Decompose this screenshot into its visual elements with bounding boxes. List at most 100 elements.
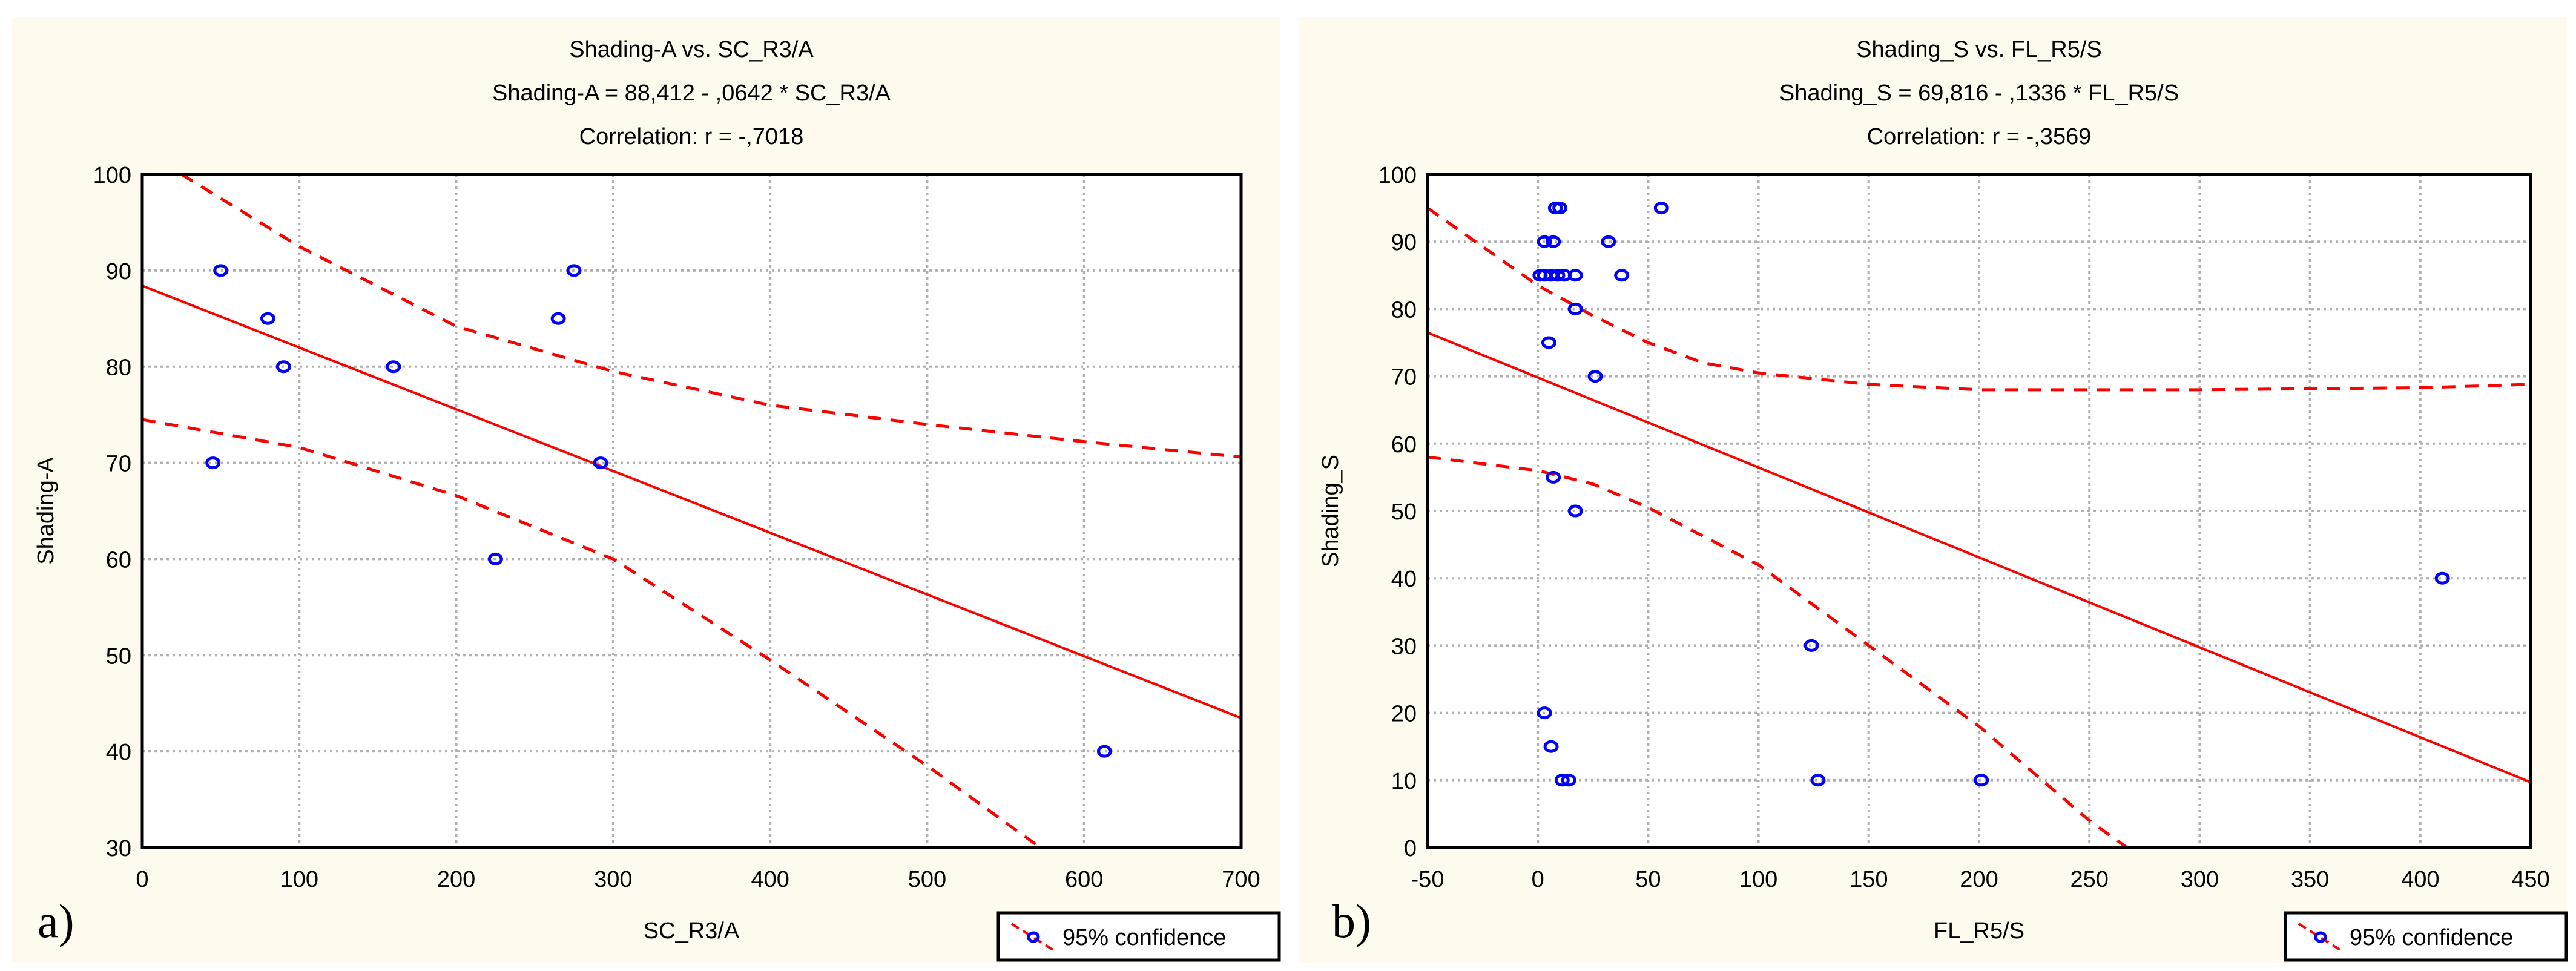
y-tick-label: 20 <box>1391 702 1417 727</box>
confidence-lower-band <box>142 418 1041 848</box>
data-point <box>1546 470 1561 484</box>
chart-panel-a: Shading-A vs. SC_R3/A Shading-A = 88,412… <box>12 17 1281 963</box>
x-tick-label: 200 <box>1960 867 1998 892</box>
y-tick-label: 60 <box>1391 432 1417 458</box>
legend <box>2284 911 2568 962</box>
x-tick-label: 150 <box>1850 867 1888 892</box>
legend-line-sample <box>2298 923 2344 953</box>
data-point <box>1810 774 1826 787</box>
y-tick-label: 100 <box>93 163 131 188</box>
legend-line-sample <box>1010 923 1057 953</box>
data-point <box>213 264 229 277</box>
panel-label: a) <box>38 895 74 947</box>
x-tick-label: 100 <box>280 867 318 892</box>
x-tick-label: 50 <box>1635 867 1661 892</box>
x-tick-label: 450 <box>2511 867 2549 892</box>
y-tick-label: 70 <box>1391 365 1417 390</box>
regression-line <box>142 285 1241 719</box>
legend-point-icon <box>1027 931 1040 943</box>
plot-frame <box>140 173 1243 849</box>
data-point <box>566 264 582 277</box>
x-tick-label: 700 <box>1222 867 1260 892</box>
x-tick-label: 300 <box>594 867 632 892</box>
legend-label: 95% confidence <box>1062 925 1226 950</box>
y-tick-label: 90 <box>1391 230 1417 255</box>
legend-label: 95% confidence <box>2350 925 2513 950</box>
chart-title: Shading-A vs. SC_R3/A <box>569 37 814 62</box>
data-point <box>1653 202 1669 215</box>
data-point <box>1550 269 1566 282</box>
data-point <box>550 312 566 325</box>
data-point <box>386 360 401 374</box>
plot-frame <box>1426 173 2532 849</box>
data-point <box>1567 302 1583 315</box>
data-point <box>1546 235 1561 248</box>
y-tick-label: 50 <box>106 643 131 669</box>
series-layer <box>1428 202 2531 848</box>
y-tick-label: 10 <box>1391 769 1417 794</box>
confidence-lower-band <box>1428 455 2128 848</box>
data-point <box>1537 235 1552 248</box>
y-tick-label: 0 <box>1404 836 1417 861</box>
data-point <box>1974 774 1989 787</box>
y-tick-label: 40 <box>1391 567 1417 592</box>
y-tick-label: 100 <box>1379 163 1417 188</box>
x-tick-label: 350 <box>2291 867 2329 892</box>
data-point <box>1587 370 1603 383</box>
data-point <box>1561 774 1576 787</box>
data-point <box>1552 202 1568 215</box>
data-point <box>2434 571 2450 585</box>
data-point <box>1567 269 1583 282</box>
y-tick-label: 80 <box>106 355 131 381</box>
y-tick-label: 40 <box>106 740 131 765</box>
data-point <box>1554 774 1570 787</box>
plot-area <box>140 173 1243 849</box>
y-axis-label: Shading-A <box>33 457 59 565</box>
x-tick-label: 300 <box>2181 867 2219 892</box>
data-point <box>1601 235 1616 248</box>
x-tick-label: 400 <box>2401 867 2439 892</box>
chart-title: Shading_S vs. FL_R5/S <box>1856 37 2102 62</box>
y-tick-label: 60 <box>106 547 131 573</box>
chart-panel-b: Shading_S vs. FL_R5/S Shading_S = 69,816… <box>1299 17 2568 963</box>
plot-area <box>1426 173 2532 849</box>
series-layer <box>142 174 1241 848</box>
data-point <box>1541 336 1556 349</box>
correlation-label: Correlation: r = -,7018 <box>579 124 804 150</box>
plot-background <box>142 174 1241 848</box>
y-tick-label: 70 <box>106 452 131 477</box>
legend-box <box>2284 911 2568 962</box>
correlation-label: Correlation: r = -,3569 <box>1867 124 2092 150</box>
confidence-upper-band <box>1428 206 2531 392</box>
data-point <box>1804 639 1819 652</box>
x-tick-label: 500 <box>908 867 946 892</box>
data-point <box>275 360 291 374</box>
legend <box>996 911 1281 962</box>
data-point <box>1614 269 1630 282</box>
y-tick-label: 80 <box>1391 297 1417 323</box>
x-tick-label: 250 <box>2070 867 2108 892</box>
y-tick-label: 50 <box>1391 499 1417 525</box>
y-tick-label: 30 <box>106 836 131 861</box>
x-tick-label: 600 <box>1065 867 1103 892</box>
panel-label: b) <box>1332 895 1371 947</box>
data-point <box>487 552 503 565</box>
regression-equation: Shading-A = 88,412 - ,0642 * SC_R3/A <box>492 81 891 106</box>
x-tick-label: 0 <box>1532 867 1544 892</box>
x-tick-label: 400 <box>751 867 789 892</box>
x-tick-label: -50 <box>1411 867 1444 892</box>
data-point <box>593 456 608 470</box>
legend-point-icon <box>2314 931 2327 943</box>
data-point <box>1537 706 1552 720</box>
data-point <box>1543 740 1559 753</box>
y-tick-label: 30 <box>1391 634 1417 659</box>
confidence-upper-band <box>180 174 1241 459</box>
y-axis-label: Shading_S <box>1318 455 1343 567</box>
x-axis-label: FL_R5/S <box>1934 918 2024 944</box>
regression-equation: Shading_S = 69,816 - ,1336 * FL_R5/S <box>1779 81 2179 106</box>
x-tick-label: 100 <box>1739 867 1777 892</box>
legend-box <box>996 911 1281 962</box>
x-axis-label: SC_R3/A <box>644 918 740 944</box>
data-point <box>1567 504 1583 518</box>
